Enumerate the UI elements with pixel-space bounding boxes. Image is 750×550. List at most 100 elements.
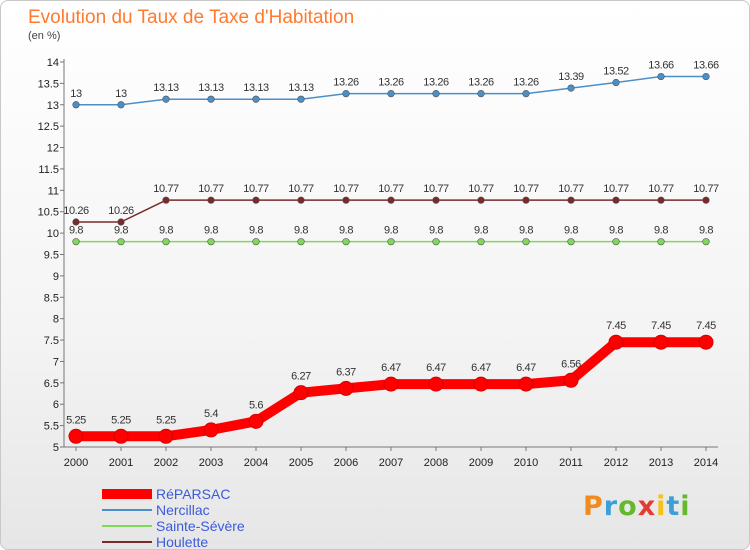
data-label: 9.8 [519, 225, 533, 237]
logo-letter: i [656, 491, 667, 522]
y-tick-label: 10 [47, 228, 59, 240]
y-tick-label: 12.5 [38, 121, 59, 133]
data-point [432, 90, 440, 98]
data-label: 10.77 [288, 183, 314, 195]
x-tick-label: 2004 [244, 457, 268, 469]
data-point [72, 238, 80, 246]
data-label: 13 [115, 88, 127, 100]
data-point [567, 196, 575, 204]
data-label: 13.13 [198, 82, 224, 94]
y-tick-label: 9 [53, 271, 59, 283]
data-point [612, 78, 620, 87]
legend-label: Nercillac [156, 502, 210, 518]
data-label: 7.45 [696, 320, 716, 332]
series-nercillac: 13 13 13.13 13.13 13.13 13.13 13.26 13.26 13.26 1… [70, 60, 719, 109]
data-label: 6.47 [426, 362, 446, 374]
data-point [203, 422, 219, 438]
logo-letter: r [603, 491, 619, 522]
data-point [297, 238, 305, 246]
data-label: 6.37 [336, 366, 356, 378]
data-point [297, 95, 305, 103]
data-point [657, 238, 665, 246]
data-point [657, 196, 665, 204]
data-point [72, 101, 80, 109]
data-label: 10.77 [603, 183, 629, 195]
data-label: 9.8 [114, 225, 128, 237]
data-point [477, 90, 485, 98]
data-point [207, 95, 215, 103]
y-tick-label: 10.5 [38, 207, 59, 219]
data-point [567, 84, 575, 92]
data-label: 13.26 [513, 77, 539, 89]
data-point [342, 90, 350, 98]
data-label: 13 [70, 88, 82, 100]
data-label: 5.6 [249, 399, 263, 411]
data-point [117, 101, 125, 109]
data-point [387, 196, 395, 204]
data-point [657, 72, 665, 81]
data-point [567, 238, 575, 246]
proxiti-logo: Proxiti [583, 491, 691, 522]
data-point [252, 196, 260, 204]
data-label: 9.8 [249, 225, 263, 237]
series-houlette: 10.26 10.26 10.77 10.77 10.77 10.77 10.77 10.77… [63, 183, 719, 226]
data-point [702, 238, 710, 246]
data-label: 7.45 [606, 320, 626, 332]
data-label: 10.77 [378, 183, 404, 195]
logo-letter: o [618, 491, 638, 522]
data-point [72, 218, 80, 226]
data-point [68, 428, 84, 444]
y-tick-label: 8 [53, 314, 59, 326]
data-point [608, 334, 624, 350]
logo-letter: t [666, 491, 681, 522]
data-label: 13.52 [603, 66, 629, 78]
x-tick-label: 2008 [424, 457, 448, 469]
data-label: 5.4 [204, 408, 218, 420]
x-tick-label: 2001 [109, 457, 133, 469]
data-point [477, 196, 485, 204]
y-tick-label: 14 [47, 57, 59, 69]
data-point [162, 196, 170, 204]
data-label: 10.77 [558, 183, 584, 195]
data-label: 5.25 [156, 414, 176, 426]
data-label: 9.8 [474, 225, 488, 237]
data-point [522, 196, 530, 204]
data-label: 9.8 [159, 225, 173, 237]
data-point [522, 238, 530, 246]
data-label: 6.27 [291, 371, 311, 383]
data-point [473, 376, 489, 392]
x-tick-label: 2013 [649, 457, 673, 469]
data-label: 6.47 [381, 362, 401, 374]
y-tick-label: 5.5 [44, 421, 59, 433]
data-point [117, 238, 125, 246]
logo-letter: i [680, 491, 691, 522]
data-label: 9.8 [609, 225, 623, 237]
data-label: 9.8 [564, 225, 578, 237]
data-point [698, 334, 714, 350]
data-label: 10.77 [198, 183, 224, 195]
data-point [432, 238, 440, 246]
data-point [518, 376, 534, 392]
data-point [702, 72, 710, 81]
data-label: 9.8 [699, 225, 713, 237]
data-point [248, 413, 264, 429]
data-label: 10.77 [243, 183, 269, 195]
legend-label: Houlette [156, 534, 208, 550]
data-point [162, 238, 170, 246]
x-tick-label: 2012 [604, 457, 628, 469]
data-label: 10.77 [648, 183, 674, 195]
data-label: 13.26 [333, 77, 359, 89]
y-tick-label: 8.5 [44, 292, 59, 304]
data-point [387, 90, 395, 98]
data-label: 13.66 [693, 60, 719, 72]
data-point [252, 238, 260, 246]
data-point [207, 196, 215, 204]
data-point [342, 238, 350, 246]
x-tick-label: 2011 [559, 457, 583, 469]
data-point [297, 196, 305, 204]
data-label: 10.77 [513, 183, 539, 195]
y-tick-label: 6.5 [44, 378, 59, 390]
data-point [612, 196, 620, 204]
x-tick-label: 2010 [514, 457, 538, 469]
